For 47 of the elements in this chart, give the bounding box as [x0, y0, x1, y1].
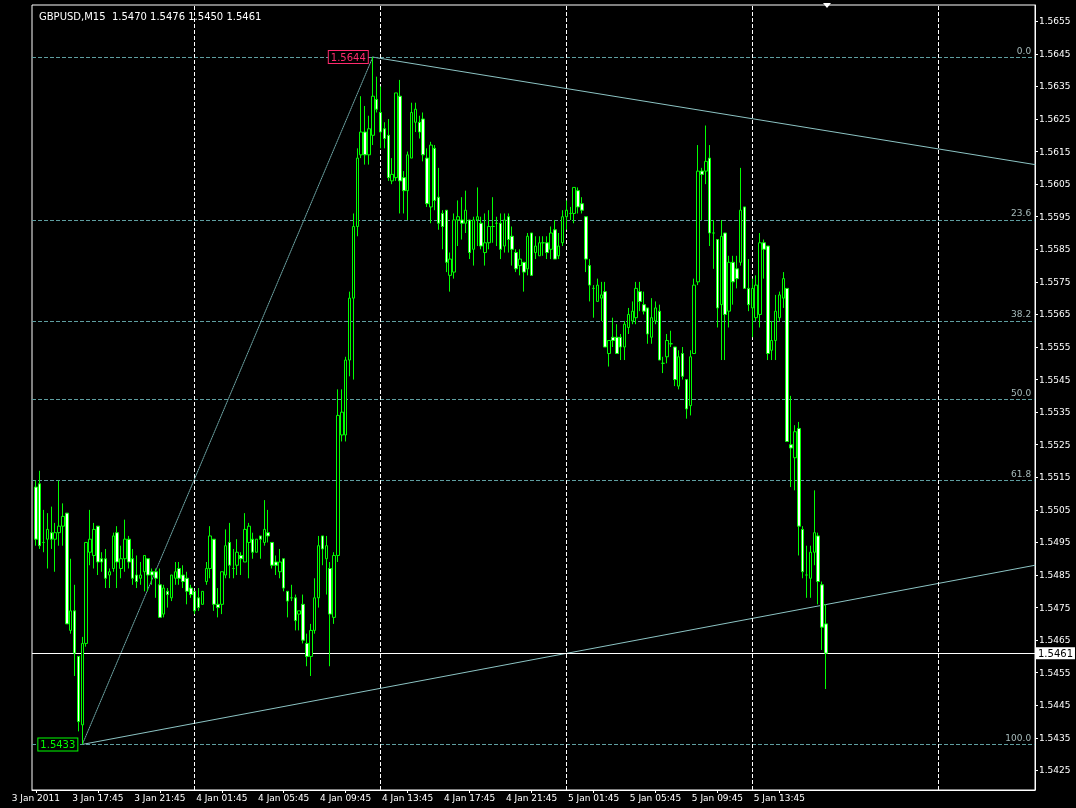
y-tick-label: 1.5445: [1039, 700, 1071, 711]
x-tick-label: 4 Jan 01:45: [196, 792, 248, 803]
y-tick-label: 1.5605: [1039, 179, 1071, 190]
annotation: 0.0: [1016, 45, 1032, 56]
x-tick-label: 4 Jan 17:45: [443, 792, 496, 803]
x-tick-label: 5 Jan 05:45: [629, 792, 682, 803]
y-tick-label: 1.5625: [1039, 114, 1071, 124]
annotation: 1.5433: [40, 738, 76, 750]
y-tick-label: 1.5575: [1039, 276, 1071, 287]
y-tick-label: 1.5555: [1039, 342, 1071, 353]
y-tick-label: 1.5505: [1039, 504, 1071, 515]
annotation: 61.8: [1011, 469, 1032, 480]
y-tick-label: 1.5565: [1039, 309, 1071, 320]
y-tick-label: 1.5635: [1039, 81, 1071, 92]
annotation: 1.5644: [330, 51, 366, 63]
y-tick-label: 1.5475: [1039, 602, 1071, 613]
y-tick-label: 1.5585: [1039, 244, 1071, 255]
x-tick-label: 3 Jan 21:45: [134, 792, 186, 803]
x-tick-label: 4 Jan 05:45: [258, 792, 310, 803]
y-tick-label: 1.5465: [1039, 635, 1071, 646]
y-tick-label: 1.5425: [1039, 765, 1071, 776]
annotation: 23.6: [1011, 208, 1032, 219]
x-tick-label: 3 Jan 17:45: [72, 792, 124, 803]
annotation: 100.0: [1005, 732, 1032, 743]
y-tick-label: 1.5455: [1039, 667, 1071, 678]
x-tick-label: 4 Jan 09:45: [320, 792, 372, 803]
text: GBPUSD,M15 1.5470 1.5476 1.5450 1.5461: [39, 10, 262, 22]
y-tick-label: 1.5435: [1039, 732, 1071, 743]
annotation: 38.2: [1011, 309, 1032, 320]
y-tick-label: 1.5495: [1039, 537, 1071, 548]
x-tick-label: 3 Jan 2011: [11, 792, 60, 803]
y-tick-label: 1.5515: [1039, 472, 1071, 483]
ref-line-label: 1.5461: [1038, 647, 1073, 659]
y-tick-label: 1.5615: [1039, 146, 1071, 157]
y-tick-label: 1.5485: [1039, 570, 1071, 581]
x-tick-label: 4 Jan 13:45: [382, 792, 434, 803]
x-tick-label: 5 Jan 09:45: [691, 792, 744, 803]
y-tick-label: 1.5545: [1039, 374, 1071, 385]
y-tick-label: 1.5525: [1039, 439, 1071, 450]
x-tick-label: 5 Jan 13:45: [753, 792, 806, 803]
y-tick-label: 1.5655: [1039, 16, 1071, 27]
y-tick-label: 1.5535: [1039, 407, 1071, 418]
x-tick-label: 5 Jan 01:45: [567, 792, 620, 803]
y-tick-label: 1.5645: [1039, 48, 1071, 59]
y-tick-label: 1.5595: [1039, 211, 1071, 222]
x-tick-label: 4 Jan 21:45: [505, 792, 558, 803]
annotation: 50.0: [1011, 387, 1032, 398]
